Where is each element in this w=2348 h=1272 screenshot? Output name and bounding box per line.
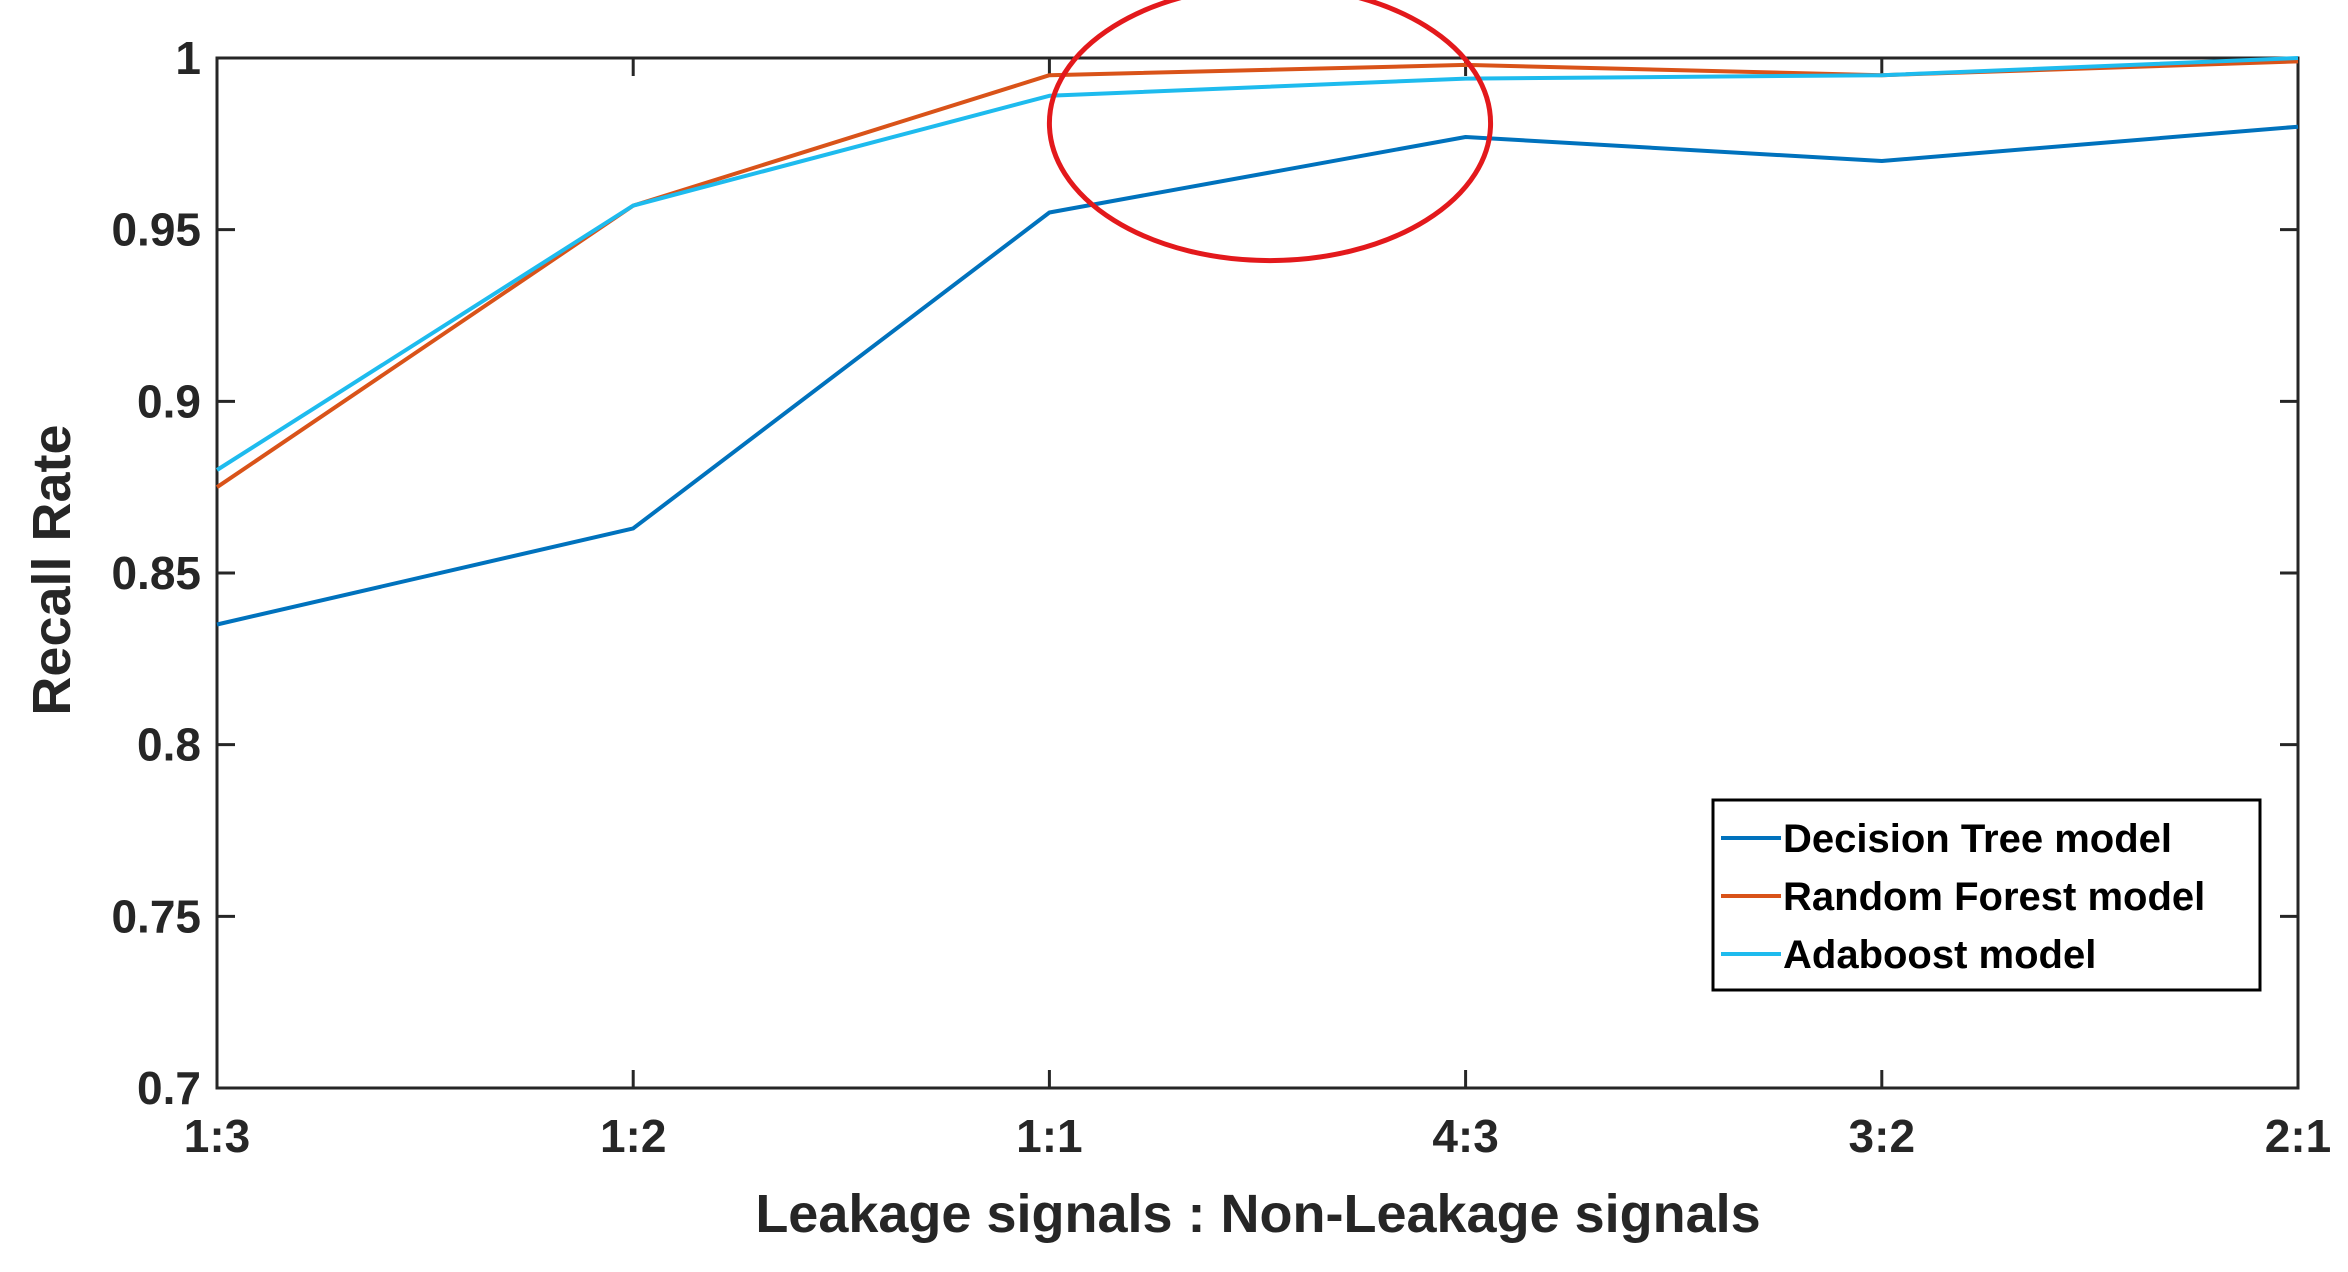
legend-label: Decision Tree model <box>1783 817 2172 861</box>
plot-area <box>215 0 2300 1090</box>
x-tick-label: 3:2 <box>1849 1110 1915 1162</box>
y-tick-label: 1 <box>175 32 201 84</box>
x-tick-labels: 1:3 1:2 1:1 4:3 3:2 2:1 <box>184 1110 2331 1162</box>
x-tick-label: 4:3 <box>1432 1110 1498 1162</box>
highlight-ellipse <box>1046 0 1494 264</box>
x-axis-title: Leakage signals : Non-Leakage signals <box>755 1184 1760 1244</box>
legend-box <box>1711 798 2262 992</box>
y-tick-label: 0.7 <box>137 1062 201 1114</box>
y-tick-label: 0.9 <box>137 375 201 427</box>
y-axis-title: Recall Rate <box>22 424 82 715</box>
y-tick-labels: 0.7 0.75 0.8 0.85 0.9 0.95 1 <box>111 32 201 1114</box>
y-tick-label: 0.85 <box>111 547 201 599</box>
legend-label: Adaboost model <box>1783 933 2096 977</box>
legend: Decision Tree model Random Forest model Ad… <box>1711 798 2262 992</box>
x-tick-label: 1:1 <box>1016 1110 1082 1162</box>
y-tick-label: 0.95 <box>111 204 201 256</box>
x-tick-label: 1:2 <box>600 1110 666 1162</box>
y-tick-label: 0.8 <box>137 719 201 771</box>
legend-label: Random Forest model <box>1783 875 2205 919</box>
y-tick-label: 0.75 <box>111 890 201 942</box>
x-tick-label: 2:1 <box>2265 1110 2331 1162</box>
series-line-adaboost-model <box>215 56 2299 472</box>
x-tick-label: 1:3 <box>184 1110 250 1162</box>
series-line-decision-tree-model <box>216 124 2299 627</box>
